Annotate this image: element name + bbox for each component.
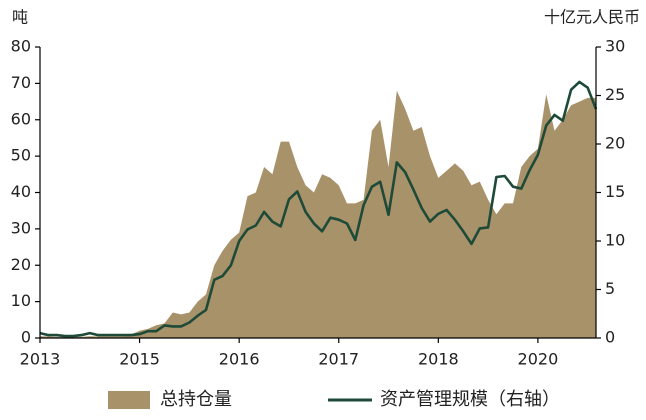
y2-axis-title: 十亿元人民币 <box>544 8 640 27</box>
y-tick-label: 0 <box>21 328 31 347</box>
y2-tick-label: 0 <box>605 328 615 347</box>
y2-tick-label: 15 <box>605 182 625 201</box>
y-tick-label: 20 <box>11 255 31 274</box>
legend-label: 总持仓量 <box>160 389 232 410</box>
legend-swatch <box>108 391 150 409</box>
line <box>39 80 598 338</box>
x-tick-label: 2013 <box>20 350 61 369</box>
y-axis-title: 吨 <box>12 8 28 27</box>
y-tick-label: 80 <box>11 37 31 56</box>
y2-tick-label: 25 <box>605 85 625 104</box>
y-tick-label: 30 <box>11 218 31 237</box>
y2-tick-label: 30 <box>605 37 625 56</box>
y-tick-label: 50 <box>11 146 31 165</box>
y2-tick-label: 5 <box>605 279 615 298</box>
y-tick-label: 10 <box>11 291 31 310</box>
x-tick-label: 2017 <box>318 350 359 369</box>
x-tick-label: 2020 <box>518 350 559 369</box>
area <box>40 90 596 338</box>
y-tick-label: 40 <box>11 182 31 201</box>
y2-tick-label: 10 <box>605 231 625 250</box>
legend-label: 资产管理规模（右轴） <box>380 389 560 410</box>
x-tick-label: 2018 <box>418 350 459 369</box>
y-tick-label: 70 <box>11 73 31 92</box>
y2-tick-label: 20 <box>605 134 625 153</box>
x-tick-label: 2015 <box>119 350 160 369</box>
y-tick-label: 60 <box>11 109 31 128</box>
x-tick-label: 2016 <box>219 350 260 369</box>
